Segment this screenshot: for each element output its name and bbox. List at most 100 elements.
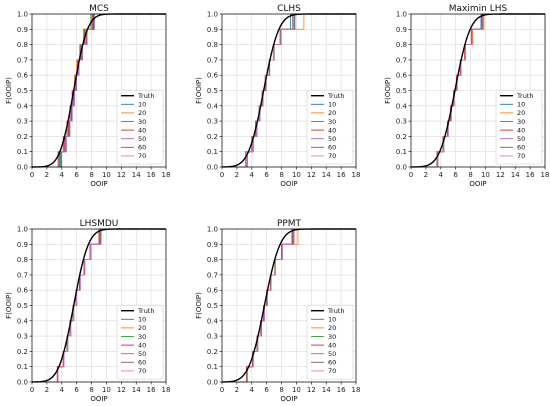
y-axis-label: F(OOIP) — [195, 292, 203, 319]
x-tick-label: 0 — [30, 386, 34, 394]
legend-label: 30 — [138, 333, 146, 341]
y-tick-label: 0.9 — [396, 26, 407, 34]
y-tick-label: 0.0 — [17, 379, 28, 387]
y-tick-label: 0.5 — [17, 302, 28, 310]
y-tick-label: 0.0 — [396, 164, 407, 172]
y-tick-label: 0.4 — [207, 102, 219, 110]
x-tick-label: 12 — [117, 386, 126, 394]
legend-label: Truth — [137, 92, 154, 100]
y-tick-label: 1.0 — [17, 226, 28, 234]
legend-box — [306, 89, 354, 165]
y-tick-label: 0.7 — [17, 56, 28, 64]
x-tick-label: 2 — [235, 171, 239, 179]
y-tick-label: 0.5 — [17, 87, 28, 95]
panel-title: Maximin LHS — [449, 4, 508, 14]
panel-title: LHSMDU — [80, 219, 119, 229]
x-tick-label: 8 — [279, 171, 283, 179]
x-tick-label: 16 — [147, 171, 156, 179]
series-line-70 — [411, 13, 545, 168]
x-tick-label: 14 — [132, 386, 141, 394]
legend-label: 70 — [517, 152, 525, 160]
x-tick-label: 12 — [496, 171, 505, 179]
y-axis-label: F(OOIP) — [5, 292, 13, 319]
x-tick-label: 16 — [337, 171, 346, 179]
legend-label: 70 — [328, 367, 336, 375]
x-tick-label: 8 — [468, 171, 472, 179]
x-axis-label: OOIP — [90, 395, 107, 403]
y-tick-label: 0.2 — [396, 133, 407, 141]
x-tick-label: 16 — [147, 386, 156, 394]
x-tick-label: 16 — [526, 171, 535, 179]
panel-1: 0 2 4 6 8 10 12 14 16 18 0.0 0.1 0.2 0.3 0.4 0.5 0.6 0.7 0… — [5, 4, 170, 188]
x-tick-label: 0 — [220, 386, 224, 394]
legend-label: 30 — [328, 333, 336, 341]
x-axis-label: OOIP — [280, 395, 297, 403]
x-tick-label: 2 — [45, 386, 49, 394]
y-tick-label: 0.3 — [396, 118, 407, 126]
y-tick-label: 0.9 — [17, 26, 28, 34]
x-tick-label: 6 — [453, 171, 458, 179]
y-tick-label: 0.5 — [207, 87, 218, 95]
legend-label: 30 — [328, 118, 336, 126]
x-tick-label: 4 — [250, 171, 255, 179]
x-tick-label: 4 — [250, 386, 255, 394]
y-tick-label: 0.0 — [17, 164, 28, 172]
y-tick-label: 0.8 — [17, 41, 28, 49]
x-tick-label: 14 — [511, 171, 520, 179]
y-tick-label: 0.6 — [17, 287, 29, 295]
y-tick-label: 0.0 — [207, 164, 218, 172]
y-axis-label: F(OOIP) — [5, 77, 13, 104]
y-tick-label: 0.9 — [207, 241, 218, 249]
y-tick-label: 0.1 — [17, 363, 28, 371]
y-tick-label: 0.3 — [207, 333, 218, 341]
legend-label: 10 — [517, 101, 525, 109]
x-tick-label: 18 — [352, 171, 361, 179]
x-tick-label: 12 — [307, 386, 316, 394]
x-tick-label: 10 — [102, 386, 111, 394]
series-line-70 — [32, 228, 166, 383]
y-tick-label: 0.5 — [207, 302, 218, 310]
y-tick-label: 0.8 — [207, 41, 218, 49]
y-tick-label: 1.0 — [207, 226, 218, 234]
panel-5: 0 2 4 6 8 10 12 14 16 18 0.0 0.1 0.2 0.3 0.4 0.5 0.6 0.7 0… — [195, 219, 360, 403]
legend-label: 40 — [328, 341, 336, 349]
legend-label: 10 — [138, 316, 146, 324]
legend-label: Truth — [516, 92, 533, 100]
panel-2: 0 2 4 6 8 10 12 14 16 18 0.0 0.1 0.2 0.3 0.4 0.5 0.6 0.7 0… — [195, 4, 360, 188]
legend-box — [495, 89, 543, 165]
legend-label: 40 — [328, 126, 336, 134]
legend-label: 40 — [517, 126, 525, 134]
x-tick-label: 18 — [541, 171, 550, 179]
y-tick-label: 0.3 — [17, 333, 28, 341]
y-tick-label: 0.8 — [396, 41, 407, 49]
y-tick-label: 0.1 — [207, 148, 218, 156]
panel-title: CLHS — [277, 4, 301, 14]
legend-label: 50 — [328, 135, 336, 143]
legend-box — [116, 89, 164, 165]
x-tick-label: 18 — [162, 171, 171, 179]
y-tick-label: 0.2 — [207, 348, 218, 356]
y-tick-label: 0.1 — [396, 148, 407, 156]
series-line-70 — [222, 228, 356, 383]
legend-label: 20 — [138, 324, 146, 332]
x-tick-label: 2 — [45, 171, 49, 179]
y-tick-label: 0.9 — [17, 241, 28, 249]
y-tick-label: 0.4 — [17, 317, 29, 325]
y-tick-label: 0.0 — [207, 379, 218, 387]
y-tick-label: 0.7 — [207, 56, 218, 64]
x-tick-label: 16 — [337, 386, 346, 394]
x-tick-label: 8 — [89, 171, 93, 179]
legend-label: 40 — [138, 126, 146, 134]
legend-label: 20 — [138, 109, 146, 117]
x-tick-label: 14 — [322, 171, 331, 179]
x-tick-label: 0 — [409, 171, 413, 179]
legend-label: 20 — [328, 324, 336, 332]
legend-label: 60 — [517, 144, 525, 152]
x-tick-label: 6 — [74, 171, 79, 179]
y-tick-label: 0.6 — [17, 72, 29, 80]
x-tick-label: 14 — [132, 171, 141, 179]
panel-title: PPMT — [277, 219, 302, 229]
